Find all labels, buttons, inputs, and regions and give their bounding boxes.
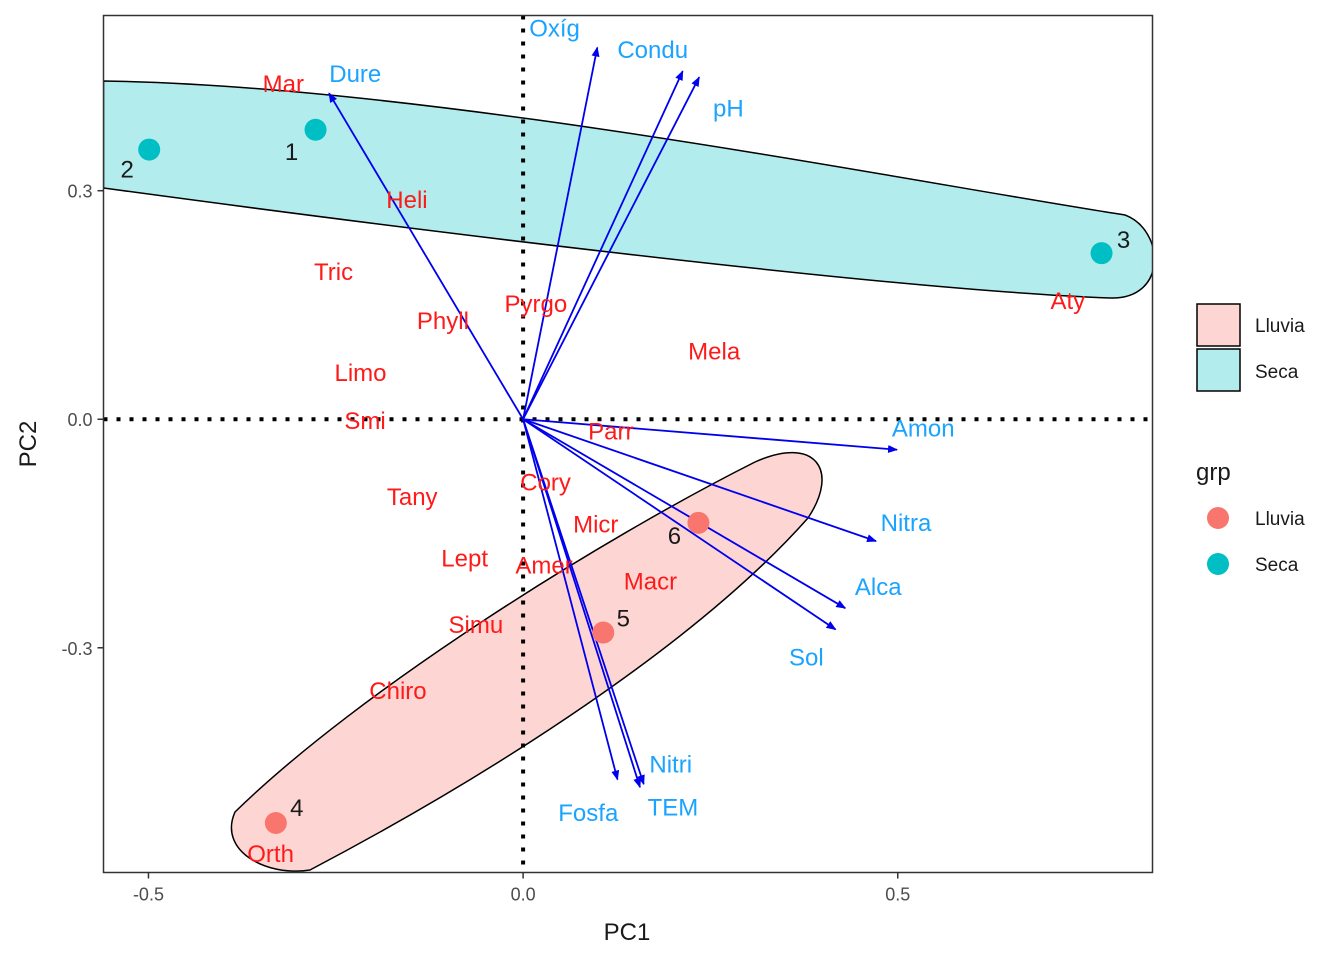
variable-label-fosfa: Fosfa: [558, 800, 619, 827]
site-labels: 1 2 3 4 5 6: [121, 139, 1131, 822]
site-point-4: [264, 811, 287, 834]
species-label-tany: Tany: [387, 484, 438, 511]
y-tick-label: -0.3: [61, 639, 92, 659]
species-label-pyrgo: Pyrgo: [504, 291, 567, 318]
plot-panel: [103, 15, 1153, 873]
species-label-parr: Parr: [588, 418, 633, 445]
arrow-oxig: [522, 46, 600, 420]
arrow-dure: [328, 92, 524, 420]
x-tick-label: -0.5: [133, 885, 164, 905]
reference-lines: [103, 15, 1153, 873]
y-tick-label: 0.0: [67, 410, 92, 430]
legend-key-lluvia-point: [1207, 507, 1229, 529]
color-legend: grp Lluvia Seca: [1196, 459, 1305, 576]
legend-key-seca-fill: [1196, 348, 1241, 392]
color-legend-title: grp: [1196, 459, 1231, 486]
species-labels: Mar Heli Tric Phyll Pyrgo Mela Aty Limo Smi Parr T…: [247, 71, 1085, 868]
species-label-chiro: Chiro: [369, 678, 426, 705]
species-label-heli: Heli: [386, 187, 427, 214]
species-label-phyll: Phyll: [417, 308, 469, 335]
site-point-2: [138, 138, 161, 161]
species-label-tric: Tric: [314, 259, 353, 286]
arrow-nitra: [522, 418, 877, 542]
site-point-3: [1090, 242, 1113, 265]
x-axis-ticks: -0.5 0.0 0.5: [133, 872, 910, 905]
species-label-lept: Lept: [441, 546, 488, 573]
legend-label-lluvia-point: Lluvia: [1255, 509, 1305, 530]
legend-label-seca-fill: Seca: [1255, 362, 1299, 383]
fill-legend: Lluvia Seca: [1196, 303, 1305, 392]
site-point-5: [592, 621, 615, 644]
variable-label-ph: pH: [713, 95, 744, 122]
legend-label-lluvia-fill: Lluvia: [1255, 316, 1305, 337]
x-tick-label: 0.0: [511, 885, 536, 905]
x-axis-title: PC1: [604, 919, 651, 946]
variable-label-nitra: Nitra: [881, 510, 932, 537]
arrow-tem: [522, 418, 642, 789]
arrow-ph: [522, 76, 700, 420]
site-label-4: 4: [290, 795, 303, 822]
y-axis-ticks: 0.3 0.0 -0.3: [61, 182, 104, 659]
arrow-fosfa: [522, 419, 620, 781]
variable-label-sol: Sol: [789, 645, 824, 672]
y-axis-title: PC2: [15, 421, 42, 468]
x-tick-label: 0.5: [885, 885, 910, 905]
species-label-simu: Simu: [449, 612, 504, 639]
panel-border: [102, 14, 1154, 874]
site-label-1: 1: [285, 139, 298, 166]
site-label-5: 5: [617, 606, 630, 633]
variable-label-amon: Amon: [892, 415, 955, 442]
variable-label-alca: Alca: [855, 574, 902, 601]
variable-label-condu: Condu: [617, 37, 688, 64]
site-label-3: 3: [1117, 227, 1130, 254]
variable-label-nitri: Nitri: [649, 751, 692, 778]
species-label-aty: Aty: [1050, 288, 1085, 315]
site-point-1: [304, 118, 327, 141]
site-point-6: [687, 511, 710, 534]
species-label-micr: Micr: [573, 511, 618, 538]
species-label-smi: Smi: [344, 408, 385, 435]
legend-key-seca-point: [1207, 553, 1229, 575]
arrow-amon: [523, 418, 898, 453]
site-label-2: 2: [121, 157, 134, 184]
arrow-alca: [522, 418, 847, 609]
species-label-mar: Mar: [263, 71, 304, 98]
legend-label-seca-point: Seca: [1255, 555, 1299, 576]
species-label-mela: Mela: [688, 338, 741, 365]
site-label-6: 6: [668, 523, 681, 550]
species-label-amer: Amer: [515, 553, 572, 580]
species-label-orth: Orth: [247, 841, 294, 868]
site-points: [138, 118, 1113, 834]
variable-arrows: [328, 46, 898, 789]
variable-label-tem: TEM: [648, 795, 699, 822]
variable-labels: Oxíg Condu pH Dure Amon Nitra Alca Sol Nitri TEM F…: [329, 15, 954, 827]
arrow-condu: [522, 70, 684, 420]
y-tick-label: 0.3: [67, 182, 92, 202]
species-label-limo: Limo: [334, 360, 386, 387]
arrow-sol: [522, 418, 837, 631]
variable-label-dure: Dure: [329, 61, 381, 88]
species-label-macr: Macr: [624, 569, 677, 596]
legend-key-lluvia-fill: [1196, 303, 1241, 347]
species-label-cory: Cory: [520, 469, 571, 496]
variable-label-oxig: Oxíg: [529, 15, 580, 42]
